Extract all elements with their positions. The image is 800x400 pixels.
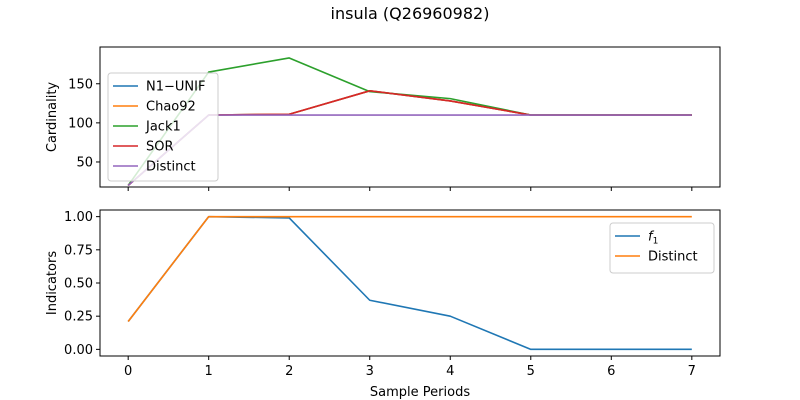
series-group (127, 57, 692, 187)
x-tick-label: 3 (366, 364, 374, 379)
legend-box (107, 72, 219, 182)
indicators-panel: 0 1 2 3 4 5 6 7 0.00 0.25 0.50 0.75 1.00 Indicators Sa… (45, 209, 721, 400)
legend: f1 Distinct (609, 222, 715, 274)
x-tick-label: 7 (688, 364, 696, 379)
legend: N1−UNIF Chao92 Jack1 SOR Distinct (107, 72, 219, 182)
y-tick-label: 100 (68, 116, 93, 131)
legend-label: f1 (648, 230, 658, 247)
series-group (127, 215, 692, 351)
series-line-distinct (127, 215, 692, 322)
y-tick-label: 0.25 (64, 310, 93, 325)
y-tick-label: 50 (76, 155, 93, 170)
cardinality-panel: 50 100 150 Cardinality N1−UNIF Chao92 Jack1 SOR… (45, 46, 721, 191)
x-tick-label: 5 (527, 364, 535, 379)
axes-frame (99, 46, 721, 188)
legend-label: Chao92 (146, 100, 196, 115)
y-tick-label: 0.00 (64, 343, 93, 358)
y-tick-label: 1.00 (64, 210, 93, 225)
x-tick-label: 0 (124, 364, 132, 379)
x-tick-label: 1 (205, 364, 213, 379)
y-tick-label: 0.75 (64, 243, 93, 258)
y-tick-label: 0.50 (64, 277, 93, 292)
y-axis-label: Indicators (45, 251, 60, 315)
y-axis-label: Cardinality (45, 82, 60, 153)
legend-box (609, 222, 715, 274)
y-tick-label: 150 (68, 77, 93, 92)
figure-title: insula (Q26960982) (331, 4, 490, 23)
x-axis-label: Sample Periods (370, 385, 470, 400)
legend-label: Jack1 (145, 120, 181, 135)
legend-label: Distinct (146, 160, 196, 175)
legend-label: SOR (146, 140, 174, 155)
series-line-distinct (127, 114, 692, 187)
x-tick-label: 4 (446, 364, 454, 379)
x-tick-label: 6 (607, 364, 615, 379)
legend-label: N1−UNIF (146, 80, 205, 95)
legend-label: Distinct (648, 250, 698, 265)
x-tick-label: 2 (285, 364, 293, 379)
